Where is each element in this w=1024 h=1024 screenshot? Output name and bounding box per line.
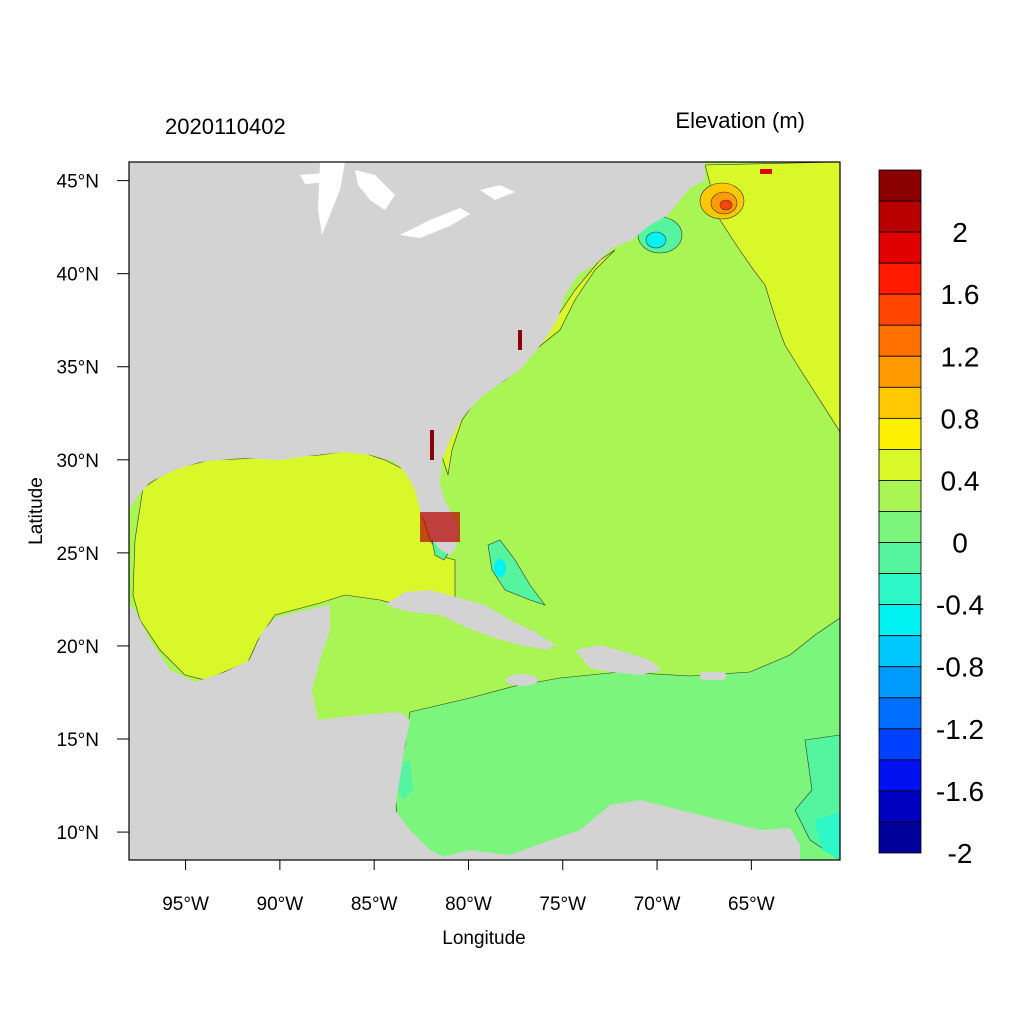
map-panel [129, 162, 840, 860]
y-axis-title: Latitude [26, 477, 47, 545]
colorbar-label: 2 [952, 217, 968, 248]
colorbar-swatch [878, 480, 922, 512]
x-tick-label: 80°W [445, 894, 492, 915]
x-tick-label: 75°W [539, 894, 586, 915]
colorbar-swatch [878, 169, 922, 202]
x-tick-label: 70°W [634, 894, 681, 915]
colorbar-swatch [878, 200, 922, 233]
colorbar-label: 1.6 [941, 279, 980, 310]
land-hispaniola [575, 645, 662, 675]
colorbar-label: -2 [948, 838, 973, 869]
colorbar-swatch [878, 635, 922, 668]
y-tick-label: 45°N [57, 172, 99, 193]
gulf-of-maine-anomaly-inner [719, 199, 733, 211]
colorbar-swatch [878, 790, 922, 823]
colorbar-label: 0.4 [941, 465, 980, 496]
colorbar-swatch [878, 231, 922, 264]
colorbar-label: 0 [952, 528, 968, 559]
land-jamaica [506, 674, 538, 686]
colorbar-swatch [878, 821, 922, 854]
land-cuba [385, 590, 555, 650]
map-date-title: 2020110402 [165, 114, 286, 139]
colorbar-swatch [878, 573, 922, 606]
bay-of-fundy-anomaly [760, 169, 772, 174]
y-axis-ticks: 45°N 40°N 35°N 30°N 25°N 20°N 15°N 10°N [57, 172, 129, 844]
great-lakes [300, 162, 515, 238]
nantucket-anomaly-inner [645, 231, 667, 249]
map-frame [128, 161, 841, 861]
colorbar-label: -0.4 [936, 590, 984, 621]
colorbar-swatch [878, 604, 922, 637]
x-axis-ticks: 95°W 90°W 85°W 80°W 75°W 70°W 65°W [162, 860, 775, 915]
x-tick-label: 95°W [162, 894, 209, 915]
y-tick-label: 10°N [57, 823, 99, 844]
colorbar-swatch [878, 759, 922, 792]
colorbar-swatch [878, 417, 922, 450]
ocean-northeast-band [704, 162, 840, 433]
land-puerto-rico [700, 672, 726, 680]
x-axis-title: Longitude [442, 928, 525, 949]
colorbar-swatch [878, 728, 922, 761]
y-tick-label: 40°N [57, 265, 99, 286]
colorbar-swatch [878, 666, 922, 699]
colorbar-label: 0.8 [941, 403, 980, 434]
colorbar-label: -0.8 [936, 652, 984, 683]
x-tick-label: 90°W [257, 894, 304, 915]
colorbar-label: 1.2 [941, 341, 980, 372]
colorbar-label: -1.6 [936, 776, 984, 807]
colorbar-swatch [878, 386, 922, 419]
colorbar-labels: 2 1.6 1.2 0.8 0.4 0 -0.4 -0.8 -1.2 -1.6 -2 [936, 217, 984, 869]
land-central-america [129, 605, 450, 860]
x-tick-label: 65°W [728, 894, 775, 915]
y-tick-label: 25°N [57, 544, 99, 565]
great-bahama-bank-anomaly [487, 539, 546, 606]
southeast-caribbean-coastal-low [815, 812, 840, 860]
x-tick-label: 85°W [351, 894, 398, 915]
colorbar-swatch [878, 355, 922, 388]
colorbar [878, 169, 922, 854]
y-tick-label: 35°N [57, 358, 99, 379]
y-tick-label: 15°N [57, 730, 99, 751]
colorbar-swatch [878, 542, 922, 574]
coastal-noise [420, 330, 522, 542]
colorbar-swatch [878, 324, 922, 357]
land-north-america [129, 162, 705, 555]
y-tick-label: 20°N [57, 637, 99, 658]
colorbar-swatch [878, 511, 922, 543]
colorbar-swatch [878, 697, 922, 730]
colorbar-swatch [878, 449, 922, 481]
map-variable-title: Elevation (m) [675, 108, 805, 133]
land-south-america [430, 800, 800, 860]
y-tick-label: 30°N [57, 451, 99, 472]
colorbar-label: -1.2 [936, 714, 984, 745]
colorbar-swatch [878, 262, 922, 295]
colorbar-swatch [878, 293, 922, 326]
bahama-bank-low [494, 559, 506, 577]
